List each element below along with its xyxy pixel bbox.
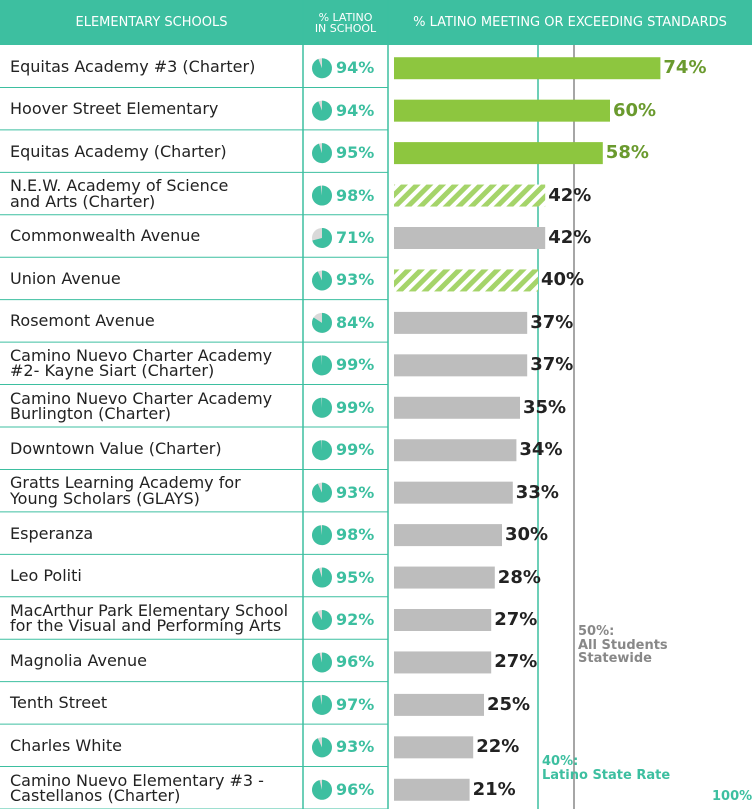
bar-value-label: 34% <box>519 439 563 461</box>
latino-percent: 94% <box>336 100 375 120</box>
x-tick-label: 100% <box>712 789 752 804</box>
school-name: Gratts Learning Academy for Young Schola… <box>10 473 241 508</box>
bar <box>394 311 528 334</box>
pie-slice <box>312 525 333 546</box>
school-name: Commonwealth Avenue <box>10 226 201 246</box>
reference-annotation: 50%: All Students Statewide <box>578 624 668 667</box>
pie-slice <box>312 567 333 588</box>
pie-slice <box>312 100 332 121</box>
latino-percent: 98% <box>336 185 375 205</box>
bar-value-label: 60% <box>613 99 657 121</box>
latino-percent: 84% <box>336 312 375 332</box>
bar-value-label: 30% <box>505 524 549 546</box>
pie-slice <box>312 482 333 503</box>
bar-value-label: 40% <box>541 269 585 291</box>
bar-value-label: 37% <box>530 354 574 376</box>
latino-percent: 93% <box>336 482 375 502</box>
bar-value-label: 42% <box>548 184 592 206</box>
latino-percent: 99% <box>336 355 375 375</box>
bar-value-label: 42% <box>548 226 592 248</box>
pie-slice <box>312 185 333 206</box>
school-name: Tenth Street <box>10 693 108 713</box>
bar-value-label: 35% <box>523 396 567 418</box>
school-name: Equitas Academy (Charter) <box>10 141 227 161</box>
pie-slice <box>312 610 333 630</box>
bar <box>394 736 474 759</box>
latino-percent: 99% <box>336 440 375 460</box>
column-header: ELEMENTARY SCHOOLS <box>75 15 228 30</box>
pie-slice <box>311 355 332 376</box>
column-header: % LATINO MEETING OR EXCEEDING STANDARDS <box>413 15 727 30</box>
bar <box>394 778 470 801</box>
bar <box>394 269 538 292</box>
bar-value-label: 37% <box>530 311 574 333</box>
latino-percent: 98% <box>336 525 375 545</box>
bar <box>394 396 520 419</box>
bar <box>394 99 610 122</box>
school-name: Downtown Value (Charter) <box>10 438 222 458</box>
bar-value-label: 22% <box>476 736 520 758</box>
latino-percent: 92% <box>336 609 375 629</box>
school-name: Camino Nuevo Elementary #3 - Castellanos… <box>10 770 264 805</box>
school-name: Union Avenue <box>10 268 121 288</box>
bar <box>394 693 484 716</box>
bar <box>394 651 492 674</box>
bar-value-label: 27% <box>494 651 538 673</box>
bar-value-label: 58% <box>605 142 649 164</box>
bar <box>394 184 546 207</box>
bar-value-label: 28% <box>497 566 541 588</box>
latino-percent: 95% <box>336 143 375 163</box>
school-name: Hoover Street Elementary <box>10 99 219 119</box>
bar <box>394 609 492 631</box>
school-name: Leo Politi <box>10 565 82 585</box>
latino-percent: 93% <box>336 270 375 290</box>
latino-percent: 97% <box>336 694 375 714</box>
latino-percent: 94% <box>336 58 375 78</box>
pie-slice <box>311 143 332 164</box>
bar <box>394 439 517 462</box>
bar-value-label: 33% <box>515 481 559 503</box>
bar <box>394 57 661 80</box>
reference-annotation: 40%: Latino State Rate <box>542 754 671 783</box>
bar <box>394 354 528 377</box>
bar <box>394 481 513 504</box>
latino-percent: 99% <box>336 397 375 417</box>
pie-slice <box>312 694 333 715</box>
school-name: N.E.W. Academy of Science and Arts (Char… <box>10 176 229 211</box>
school-name: Camino Nuevo Charter Academy Burlington … <box>10 388 273 423</box>
bar <box>394 227 546 249</box>
school-name: Camino Nuevo Charter Academy #2- Kayne S… <box>10 346 273 381</box>
school-name: Magnolia Avenue <box>10 650 147 670</box>
school-name: Equitas Academy #3 (Charter) <box>10 56 256 76</box>
school-name: Rosemont Avenue <box>10 311 155 331</box>
pie-slice <box>312 270 332 291</box>
bar <box>394 142 603 165</box>
pie-slice <box>312 737 333 758</box>
latino-percent: 96% <box>336 652 375 672</box>
latino-percent: 93% <box>336 737 375 757</box>
pie-slice <box>311 397 332 418</box>
pie-slice <box>312 779 333 800</box>
bar <box>394 566 495 589</box>
pie-slice <box>312 652 333 673</box>
header-bar <box>0 0 752 45</box>
latino-percent: 71% <box>336 227 375 247</box>
school-name: Charles White <box>10 735 122 755</box>
school-name: MacArthur Park Elementary School for the… <box>10 600 289 635</box>
pie-slice <box>312 312 332 333</box>
pie-slice <box>312 58 332 79</box>
bar-value-label: 27% <box>494 608 538 630</box>
bar-value-label: 25% <box>487 693 531 715</box>
school-name: Esperanza <box>10 523 94 543</box>
bar-value-label: 21% <box>472 778 516 800</box>
latino-percent: 96% <box>336 779 375 799</box>
latino-percent: 95% <box>336 567 375 587</box>
bar <box>394 524 502 547</box>
bar-value-label: 74% <box>663 57 707 79</box>
pie-slice <box>311 440 332 461</box>
column-header: % LATINO IN SCHOOL <box>314 10 377 35</box>
pie-slice <box>312 228 333 249</box>
